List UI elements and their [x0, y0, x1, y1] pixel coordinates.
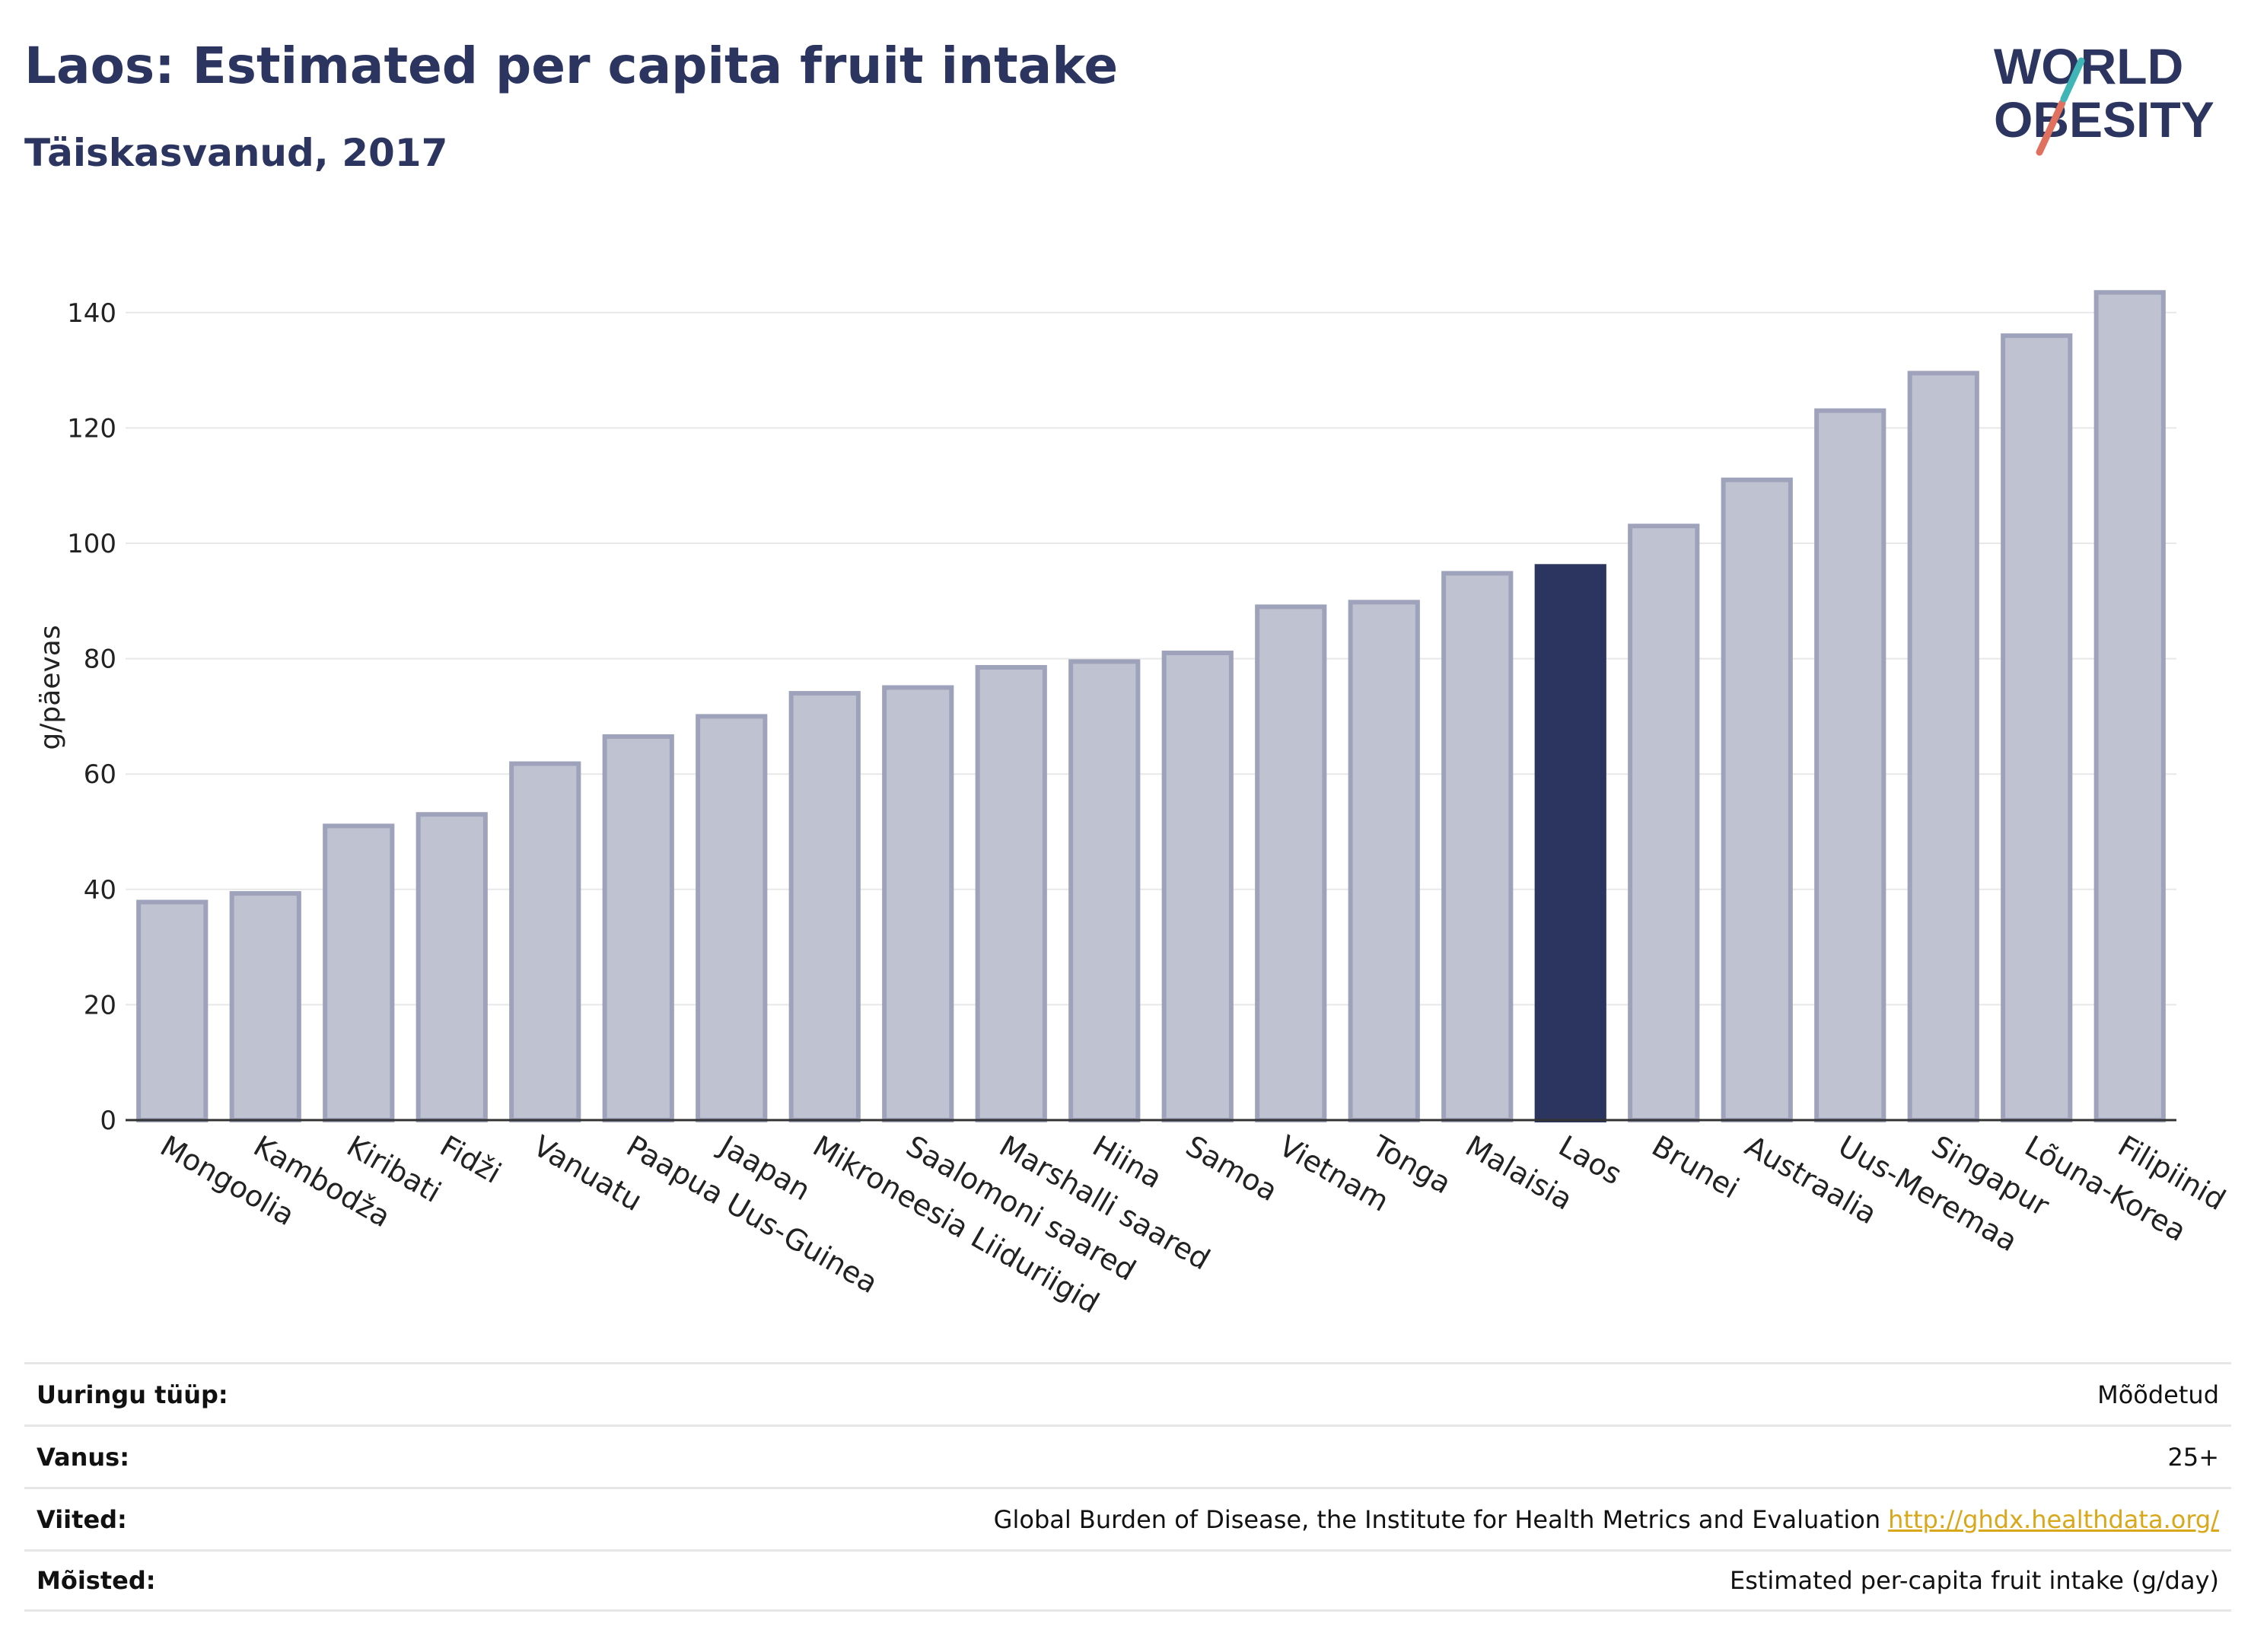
bar — [1348, 600, 1420, 1122]
bar-chart: 020406080100120140g/päevasMongooliaKambo… — [35, 290, 2231, 1320]
page-title: Laos: Estimated per capita fruit intake — [24, 37, 1119, 95]
bar — [602, 734, 674, 1122]
meta-row-survey-type: Uuringu tüüp: Mõõdetud — [24, 1362, 2231, 1424]
metadata-table: Uuringu tüüp: Mõõdetud Vanus: 25+ Viited… — [24, 1362, 2231, 1612]
page-subtitle: Täiskasvanud, 2017 — [24, 131, 448, 175]
source-link[interactable]: http://ghdx.healthdata.org/ — [1888, 1504, 2219, 1534]
bar — [415, 812, 488, 1122]
bar — [975, 664, 1047, 1122]
y-tick-label: 40 — [84, 875, 116, 906]
bar — [696, 714, 768, 1122]
bar — [2001, 333, 2073, 1122]
bar — [1441, 571, 1514, 1122]
meta-row-age: Vanus: 25+ — [24, 1424, 2231, 1487]
logo-line2: OBESITY — [1994, 91, 2214, 148]
y-tick-label: 140 — [67, 298, 116, 329]
meta-label: Mõisted: — [37, 1566, 156, 1595]
world-obesity-logo: WORLD OBESITY — [1994, 38, 2214, 156]
bar — [229, 891, 301, 1122]
logo-line1: WORLD — [1994, 38, 2183, 94]
bar-highlight — [1534, 564, 1606, 1122]
bar — [1255, 604, 1327, 1122]
meta-value-wrap: Global Burden of Disease, the Institute … — [994, 1505, 2219, 1534]
bar — [1068, 659, 1141, 1122]
bar — [136, 899, 209, 1122]
meta-label: Uuringu tüüp: — [37, 1380, 228, 1409]
meta-label: Vanus: — [37, 1442, 130, 1472]
y-tick-label: 80 — [84, 645, 116, 675]
meta-value: Mõõdetud — [2097, 1380, 2219, 1409]
meta-row-definitions: Mõisted: Estimated per-capita fruit inta… — [24, 1549, 2231, 1612]
meta-value: Global Burden of Disease, the Institute … — [993, 1504, 1881, 1534]
y-tick-label: 100 — [67, 529, 116, 559]
bar — [1628, 524, 1700, 1122]
meta-row-references: Viited: Global Burden of Disease, the In… — [24, 1487, 2231, 1549]
bar — [1814, 408, 1886, 1122]
x-tick-label: Brunei — [1646, 1129, 1744, 1205]
bar — [509, 761, 581, 1123]
y-tick-label: 60 — [84, 759, 116, 790]
meta-label: Viited: — [37, 1504, 127, 1534]
y-axis-label: g/päevas — [35, 625, 66, 750]
x-tick-label: Malaisia — [1460, 1129, 1578, 1217]
meta-value: 25+ — [2167, 1442, 2219, 1472]
bar — [2093, 290, 2166, 1122]
y-tick-label: 0 — [100, 1106, 116, 1136]
bar — [323, 823, 395, 1123]
bar — [1161, 651, 1234, 1122]
meta-value: Estimated per-capita fruit intake (g/day… — [1729, 1566, 2219, 1595]
bar — [1721, 477, 1793, 1122]
x-tick-label: Samoa — [1180, 1129, 1283, 1208]
y-tick-label: 120 — [67, 413, 116, 444]
bar — [788, 691, 861, 1122]
bar — [882, 685, 954, 1122]
bar — [1907, 371, 1979, 1122]
y-tick-label: 20 — [84, 990, 116, 1020]
